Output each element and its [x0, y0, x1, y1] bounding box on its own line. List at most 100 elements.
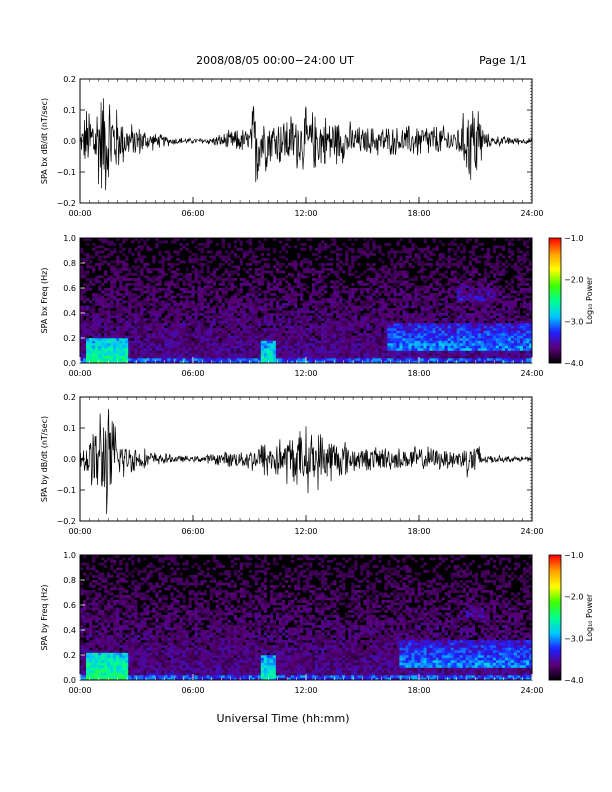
heatmap-cell [98, 265, 102, 269]
heatmap-cell [179, 310, 183, 314]
heatmap-cell [384, 243, 388, 246]
heatmap-cell [489, 293, 494, 296]
heatmap-cell [251, 358, 256, 361]
heatmap-cell [393, 303, 397, 306]
heatmap-cell [128, 343, 132, 346]
heatmap-cell [302, 300, 307, 304]
heatmap-cell [429, 295, 433, 299]
heatmap-cell [378, 345, 382, 349]
heatmap-cell [272, 280, 277, 284]
heatmap-cell [239, 308, 244, 311]
heatmap-cell [227, 263, 231, 266]
heatmap-cell [486, 285, 491, 289]
heatmap-cell [188, 278, 192, 281]
heatmap-cell [239, 288, 244, 291]
heatmap-cell [122, 358, 126, 361]
heatmap-cell [426, 305, 430, 309]
heatmap-cell [414, 278, 418, 281]
heatmap-cell [405, 260, 409, 264]
heatmap-cell [89, 305, 93, 309]
heatmap-cell [197, 355, 201, 359]
heatmap-cell [272, 238, 277, 241]
heatmap-cell [363, 318, 367, 321]
heatmap-cell [384, 353, 388, 356]
heatmap-cell [396, 350, 400, 354]
heatmap-cell [269, 358, 274, 361]
heatmap-cell [209, 285, 213, 289]
heatmap-cell [203, 358, 207, 361]
heatmap-cell [336, 310, 340, 314]
heatmap-cell [110, 288, 114, 291]
heatmap-cell [366, 360, 370, 364]
heatmap-cell [474, 268, 479, 271]
heatmap-cell [212, 305, 216, 309]
heatmap-cell [149, 303, 153, 306]
heatmap-cell [447, 338, 451, 341]
heatmap-cell [284, 325, 289, 329]
heatmap-cell [363, 325, 367, 329]
heatmap-cell [309, 338, 313, 341]
heatmap-cell [119, 350, 123, 354]
heatmap-cell [128, 355, 132, 359]
heatmap-cell [164, 350, 168, 354]
heatmap-cell [95, 333, 99, 336]
heatmap-cell [203, 355, 207, 359]
heatmap-cell [447, 348, 451, 351]
heatmap-cell [149, 355, 153, 359]
heatmap-cell [459, 333, 463, 336]
heatmap-cell [471, 330, 476, 334]
heatmap-cell [351, 348, 355, 351]
heatmap-cell [438, 353, 442, 356]
heatmap-cell [489, 320, 494, 324]
heatmap-cell [275, 315, 280, 319]
heatmap-cell [206, 313, 210, 316]
heatmap-cell [312, 323, 316, 326]
heatmap-cell [336, 355, 340, 359]
heatmap-cell [342, 263, 346, 266]
heatmap-cell [176, 353, 180, 356]
heatmap-cell [230, 318, 234, 321]
heatmap-cell [278, 328, 283, 331]
heatmap-cell [378, 313, 382, 316]
heatmap-cell [330, 268, 334, 271]
heatmap-cell [441, 275, 445, 279]
heatmap-cell [417, 255, 421, 259]
heatmap-cell [185, 358, 189, 361]
heatmap-cell [318, 343, 322, 346]
heatmap-cell [161, 350, 165, 354]
heatmap-cell [200, 325, 204, 329]
heatmap-cell [278, 358, 283, 361]
heatmap-cell [254, 333, 259, 336]
heatmap-cell [384, 318, 388, 321]
heatmap-cell [468, 355, 473, 359]
heatmap-cell [363, 288, 367, 291]
heatmap-cell [266, 338, 271, 341]
heatmap-cell [263, 350, 268, 354]
heatmap-cell [152, 310, 156, 314]
heatmap-cell [393, 353, 397, 356]
heatmap-cell [299, 353, 304, 356]
heatmap-cell [363, 333, 367, 336]
heatmap-cell [462, 360, 466, 364]
heatmap-cell [284, 338, 289, 341]
heatmap-cell [486, 353, 491, 356]
heatmap-cell [137, 265, 141, 269]
heatmap-cell [486, 255, 491, 259]
heatmap-cell [312, 270, 316, 274]
heatmap-cell [327, 325, 331, 329]
heatmap-cell [185, 353, 189, 356]
heatmap-cell [405, 293, 409, 296]
heatmap-cell [290, 310, 295, 314]
heatmap-cell [393, 358, 397, 361]
heatmap-cell [441, 350, 445, 354]
heatmap-cell [468, 293, 473, 296]
heatmap-cell [98, 323, 102, 326]
heatmap-cell [98, 303, 102, 306]
heatmap-cell [230, 340, 234, 344]
heatmap-cell [191, 313, 195, 316]
heatmap-cell [471, 360, 476, 364]
heatmap-cell [281, 278, 286, 281]
heatmap-cell [206, 315, 210, 319]
heatmap-cell [411, 358, 415, 361]
heatmap-cell [453, 325, 457, 329]
